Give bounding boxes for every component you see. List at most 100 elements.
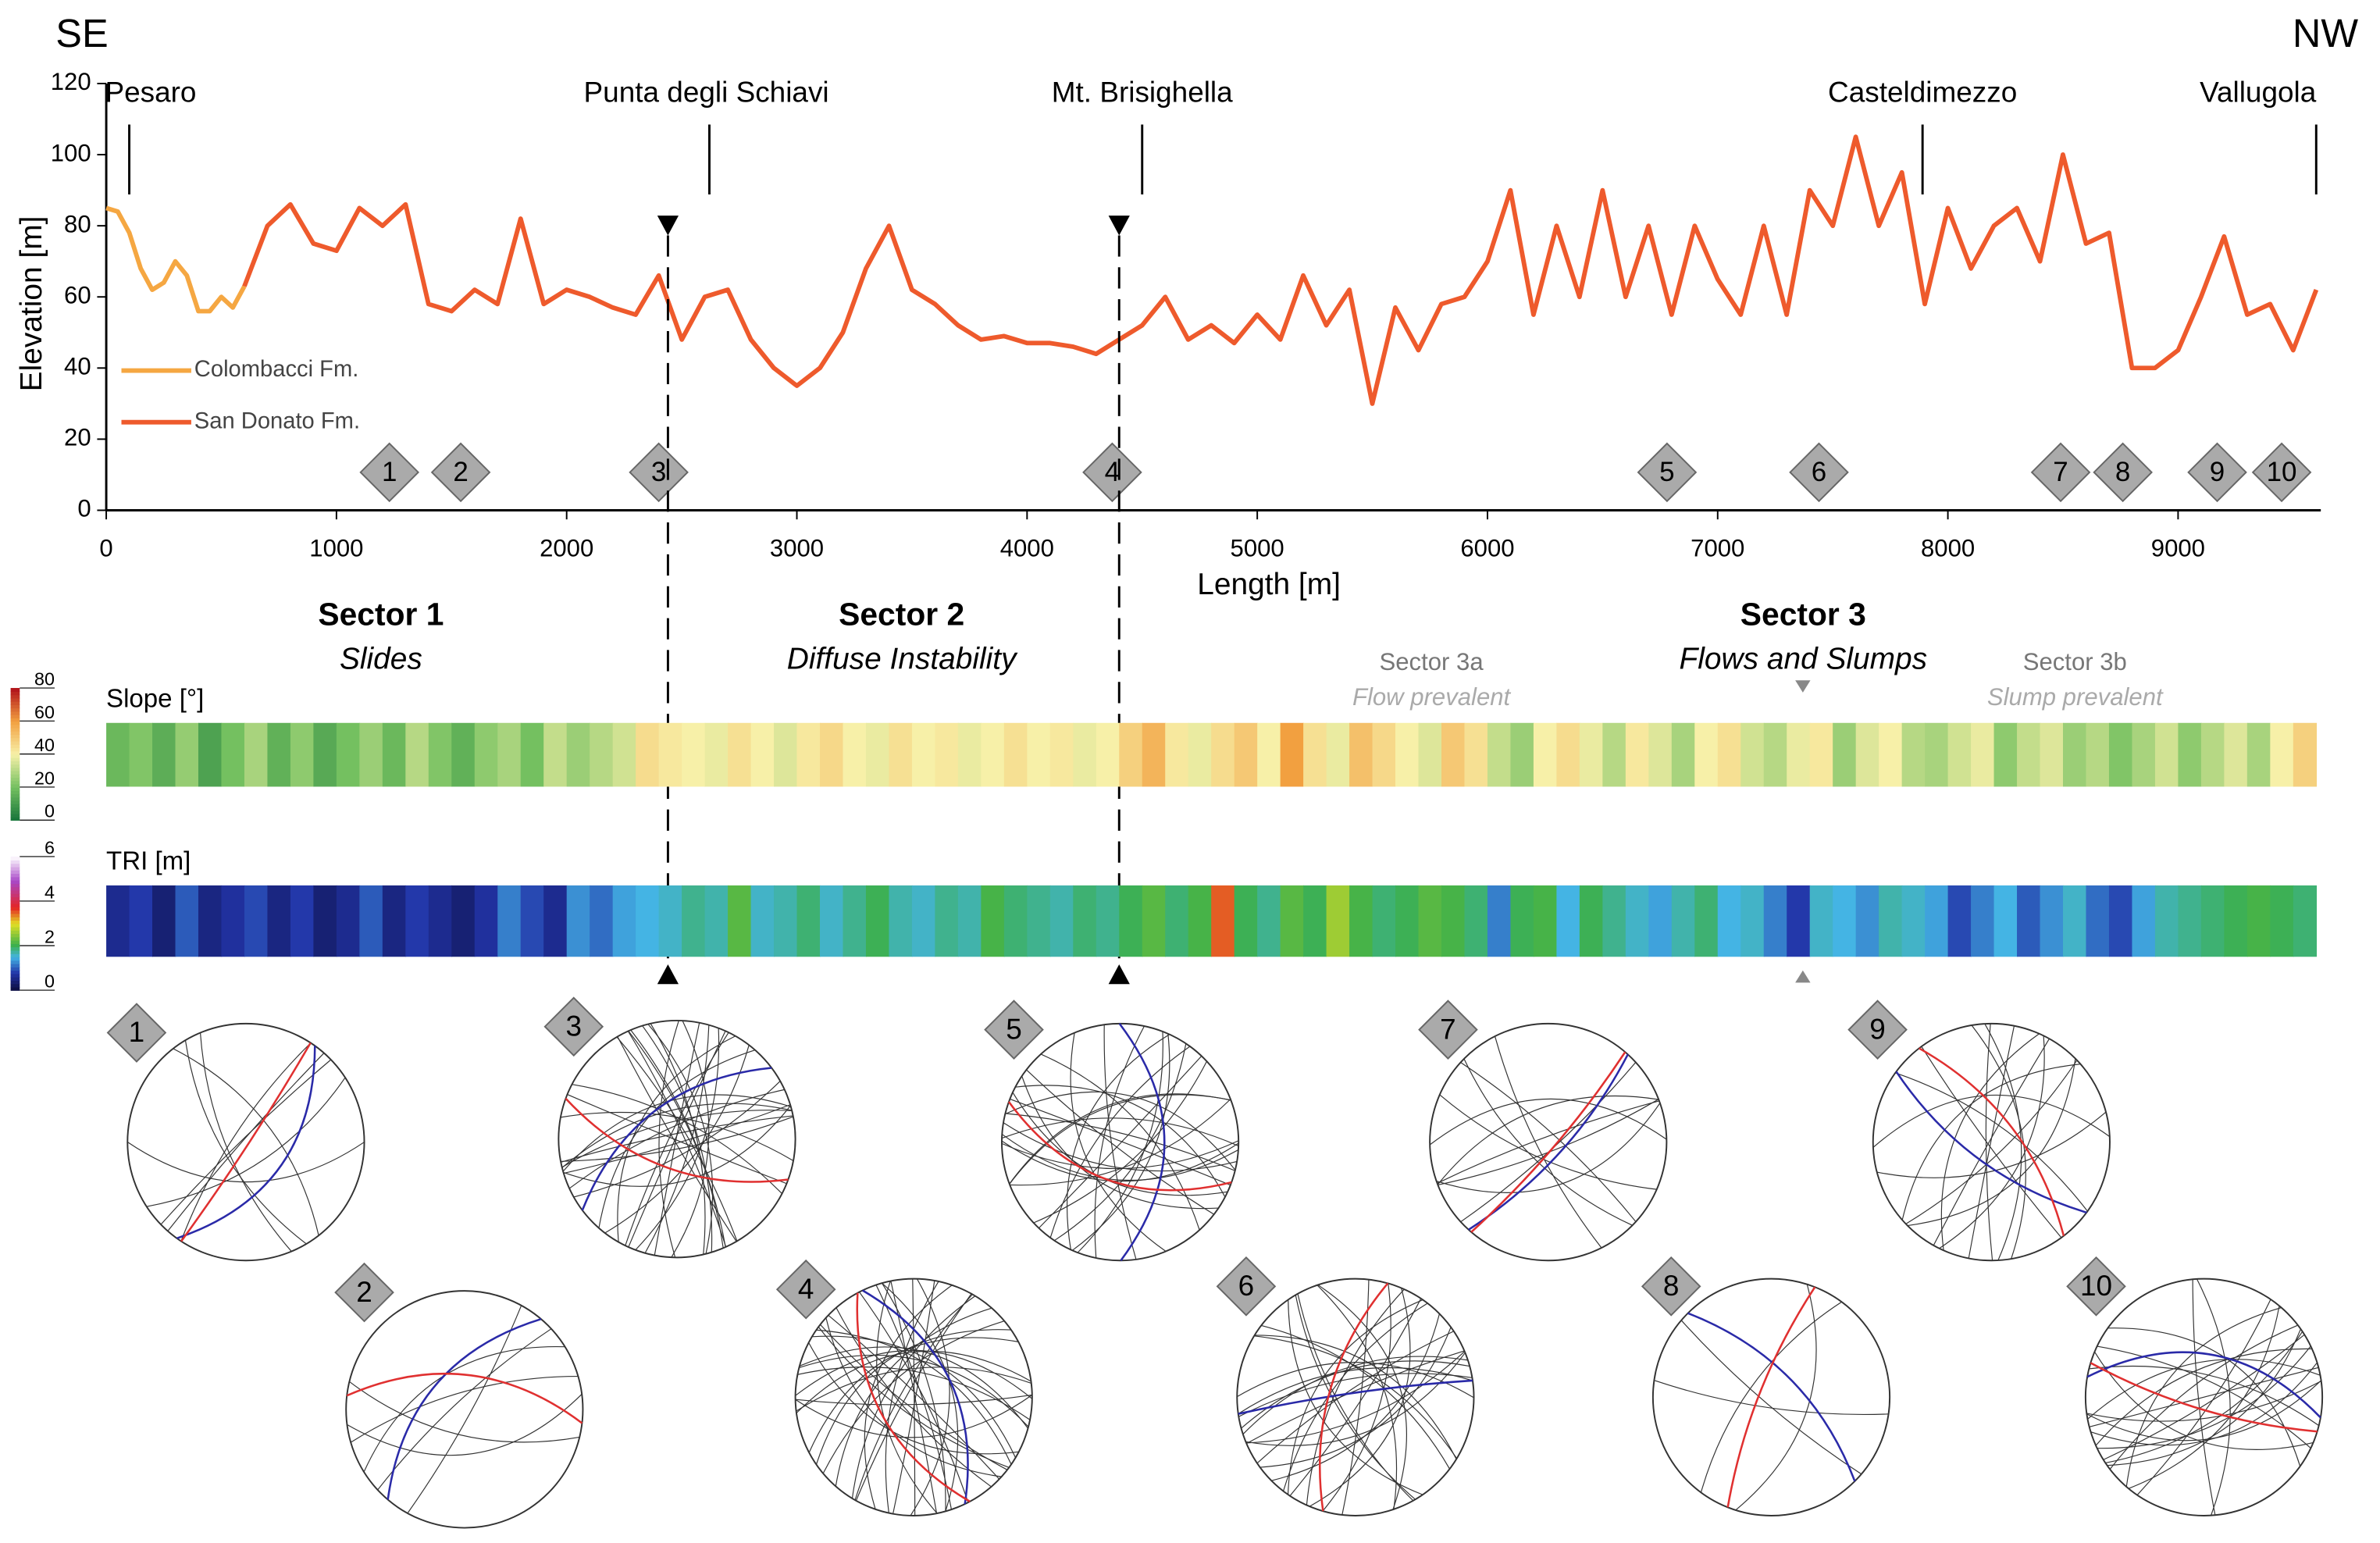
tri-stripe bbox=[2293, 885, 2318, 957]
tri-stripe bbox=[451, 885, 476, 957]
location-label: Punta degli Schiavi bbox=[584, 76, 829, 108]
great-circle bbox=[1256, 1331, 1455, 1464]
great-circle bbox=[835, 1307, 992, 1488]
slope-stripe bbox=[152, 722, 176, 787]
great-circle bbox=[2103, 1334, 2305, 1460]
sector-name: Sector 2 bbox=[839, 596, 964, 632]
colorbar-cell bbox=[10, 976, 20, 982]
slope-stripe bbox=[590, 722, 614, 787]
slope-stripe bbox=[1234, 722, 1258, 787]
slope-stripe bbox=[1165, 722, 1189, 787]
slope-stripe bbox=[1510, 722, 1534, 787]
tri-stripe bbox=[1418, 885, 1442, 957]
great-circle bbox=[146, 1077, 346, 1207]
colorbar-cell bbox=[10, 697, 20, 702]
great-circle bbox=[176, 1046, 316, 1240]
subsector-triangle bbox=[1795, 680, 1811, 693]
site-diamond bbox=[2066, 1256, 2126, 1317]
sector-subtitle: Flows and Slumps bbox=[1680, 642, 1928, 675]
stereonet-circle bbox=[1429, 1022, 1668, 1262]
colorbar-cell bbox=[10, 910, 20, 914]
x-tick-label: 8000 bbox=[1921, 534, 1975, 561]
site-diamond bbox=[2030, 442, 2091, 503]
tri-stripe bbox=[1027, 885, 1051, 957]
slope-stripe bbox=[1717, 722, 1742, 787]
stereonet-label: 1 bbox=[129, 1016, 145, 1048]
great-circle bbox=[387, 1317, 542, 1500]
slope-stripe bbox=[1602, 722, 1626, 787]
great-circle bbox=[160, 1059, 332, 1225]
slope-stripe bbox=[1211, 722, 1235, 787]
great-circle bbox=[1287, 1299, 1423, 1495]
great-circle bbox=[363, 1346, 565, 1473]
colorbar-cell bbox=[10, 923, 20, 928]
stereonet: 8 bbox=[1641, 1256, 1891, 1516]
boundary-triangle bbox=[657, 216, 679, 236]
tri-stripe bbox=[682, 885, 706, 957]
slope-stripe bbox=[2246, 722, 2271, 787]
tri-stripe bbox=[1303, 885, 1327, 957]
great-circle bbox=[1238, 1379, 1473, 1415]
colorbar-cell bbox=[10, 740, 20, 745]
slope-stripe bbox=[935, 722, 959, 787]
slope-stripe bbox=[1556, 722, 1580, 787]
slope-stripe bbox=[1326, 722, 1350, 787]
site-diamond bbox=[2187, 442, 2247, 503]
slope-stripe bbox=[290, 722, 315, 787]
great-circle bbox=[173, 1048, 319, 1236]
slope-stripe bbox=[1879, 722, 1903, 787]
site-diamond bbox=[629, 442, 689, 503]
colorbar-cell bbox=[10, 967, 20, 971]
location-label: Mt. Brisighella bbox=[1052, 76, 1233, 108]
great-circle bbox=[617, 1035, 736, 1242]
slope-stripe bbox=[451, 722, 476, 787]
great-circle bbox=[1242, 1356, 1469, 1435]
colorbar-cell bbox=[10, 793, 20, 798]
tri-stripe bbox=[590, 885, 614, 957]
colorbar-cell bbox=[10, 754, 20, 758]
great-circle bbox=[1876, 1111, 2107, 1178]
great-circle bbox=[644, 1025, 710, 1254]
colorbar-cell bbox=[10, 810, 20, 814]
great-circle bbox=[856, 1292, 971, 1502]
slope-stripe bbox=[2200, 722, 2225, 787]
x-tick-label: 1000 bbox=[309, 534, 363, 561]
slope-stripe bbox=[1993, 722, 2018, 787]
x-tick-label: 0 bbox=[99, 534, 112, 561]
great-circle bbox=[912, 1278, 916, 1516]
y-tick-label: 120 bbox=[51, 68, 91, 95]
slope-stripe bbox=[2062, 722, 2087, 787]
tri-stripe bbox=[1556, 885, 1580, 957]
great-circle bbox=[2097, 1345, 2311, 1449]
colorbar-cell bbox=[10, 863, 20, 868]
tri-stripe bbox=[428, 885, 453, 957]
great-circle bbox=[795, 1349, 1033, 1399]
great-circle bbox=[796, 1350, 1031, 1414]
great-circle bbox=[563, 1105, 791, 1187]
stereonet-label: 3 bbox=[566, 1010, 583, 1042]
great-circle bbox=[1001, 1140, 1239, 1170]
site-diamond bbox=[430, 442, 491, 503]
tri-stripe bbox=[129, 885, 153, 957]
sector-name: Sector 3 bbox=[1740, 596, 1866, 632]
slope-stripe bbox=[658, 722, 682, 787]
slope-stripe bbox=[1303, 722, 1327, 787]
great-circle bbox=[1289, 1298, 1422, 1497]
colorbar-cell bbox=[10, 860, 20, 864]
tri-stripe bbox=[1142, 885, 1166, 957]
site-diamond bbox=[1789, 442, 1849, 503]
colorbar-cell bbox=[10, 930, 20, 935]
tri-stripe bbox=[1694, 885, 1719, 957]
site-label: 10 bbox=[2267, 457, 2297, 487]
y-tick-label: 20 bbox=[64, 424, 91, 451]
colorbar-cell bbox=[10, 700, 20, 705]
great-circle bbox=[854, 1294, 973, 1501]
stereonet-label: 4 bbox=[798, 1273, 814, 1305]
slope-stripe bbox=[1740, 722, 1765, 787]
tri-stripe bbox=[2224, 885, 2248, 957]
great-circle bbox=[890, 1281, 938, 1514]
tri-stripe bbox=[175, 885, 199, 957]
slope-stripe bbox=[221, 722, 245, 787]
colorbar-cell bbox=[10, 900, 20, 904]
stereonet: 9 bbox=[1847, 1000, 2111, 1262]
